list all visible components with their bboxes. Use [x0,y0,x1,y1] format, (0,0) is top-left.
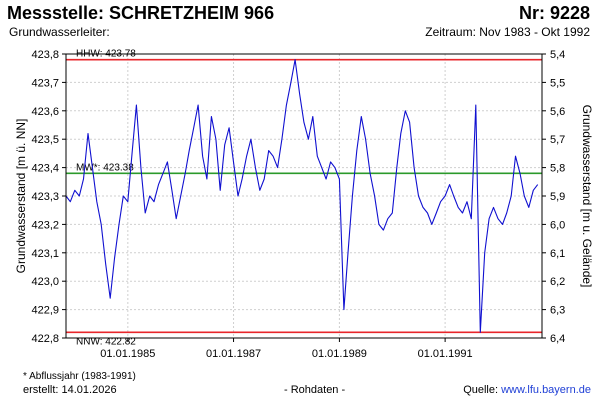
footnote: * Abflussjahr (1983-1991) [23,371,136,382]
y-tick-label-right: 5,6 [550,106,565,118]
y-tick-label-right: 5,5 [550,77,565,89]
y-tick-label-right: 6,2 [550,276,565,288]
y-tick-label-left: 423,0 [31,276,59,288]
x-tick-label: 01.01.1987 [206,348,261,360]
y-axis-label-right: Grundwasserstand [m u. Gelände] [580,105,594,288]
y-tick-label-right: 5,7 [550,134,565,146]
y-tick-label-right: 6,1 [550,248,565,260]
grid-layer [66,54,542,338]
x-tick-label: 01.01.1985 [100,348,155,360]
created-date: erstellt: 14.01.2026 [23,384,117,396]
data-type-label: - Rohdaten - [284,384,345,396]
y-tick-label-left: 423,5 [31,134,59,146]
source-label: Quelle: www.lfu.bayern.de [463,384,591,396]
y-tick-label-right: 5,9 [550,191,565,203]
y-tick-label-right: 5,8 [550,163,565,175]
y-tick-label-left: 422,8 [31,333,59,345]
y-tick-label-right: 6,4 [550,333,565,345]
source-prefix: Quelle: [463,384,501,396]
y-tick-label-left: 423,3 [31,191,59,203]
y-tick-label-right: 5,4 [550,49,565,61]
y-axis-label-left: Grundwasserstand [m ü. NN] [14,119,28,274]
y-tick-label-left: 423,8 [31,49,59,61]
y-tick-label-left: 423,4 [31,163,59,175]
y-tick-label-left: 423,6 [31,106,59,118]
y-tick-label-right: 6,3 [550,305,565,317]
source-link[interactable]: www.lfu.bayern.de [501,384,591,396]
y-tick-label-left: 423,1 [31,248,59,260]
y-tick-label-left: 423,7 [31,77,59,89]
y-tick-label-right: 6,0 [550,219,565,231]
tick-layer: 423,8 5,4 423,7 5,5 423,6 5,6 423,5 5,7 423,4 5,8… [31,49,565,360]
x-tick-label: 01.01.1991 [418,348,473,360]
x-tick-label: 01.01.1989 [312,348,367,360]
y-tick-label-left: 422,9 [31,305,59,317]
y-tick-label-left: 423,2 [31,219,59,231]
